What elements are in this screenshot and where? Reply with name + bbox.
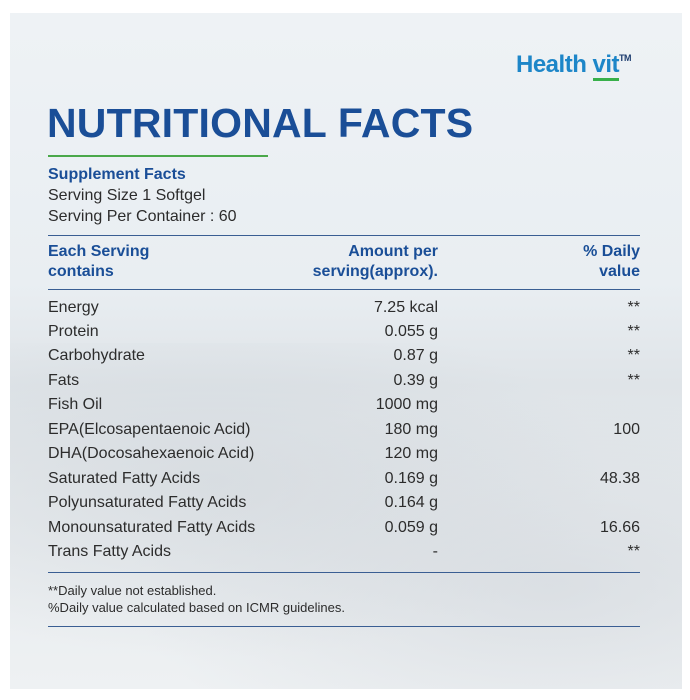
nutrient-dv: 100 xyxy=(613,421,640,438)
nutrient-amount: - xyxy=(432,543,438,560)
serving-size: Serving Size 1 Softgel xyxy=(48,187,206,204)
nutrient-dv: ** xyxy=(627,347,640,364)
nutrient-dv: ** xyxy=(627,299,640,316)
table-row: Saturated Fatty Acids 0.169 g 48.38 xyxy=(48,470,640,494)
nutrient-name: Protein xyxy=(48,323,99,340)
table-row: Polyunsaturated Fatty Acids 0.164 g xyxy=(48,494,640,518)
nutrient-dv: ** xyxy=(627,372,640,389)
nutrient-name: Saturated Fatty Acids xyxy=(48,470,201,487)
nutrient-name: DHA(Docosahexaenoic Acid) xyxy=(48,445,255,462)
nutrient-name: Fats xyxy=(48,372,80,389)
brand-health: Health xyxy=(516,51,587,78)
header-col3-line1: % Daily xyxy=(583,243,640,260)
nutrient-name: Polyunsaturated Fatty Acids xyxy=(48,494,247,511)
nutrient-dv: ** xyxy=(627,543,640,560)
header-col1-line1: Each Serving xyxy=(48,243,150,260)
nutrient-amount: 7.25 kcal xyxy=(373,299,438,316)
nutrient-name: Monounsaturated Fatty Acids xyxy=(48,519,256,536)
header-each-serving: Each Serving contains xyxy=(48,242,149,282)
table-row: Carbohydrate 0.87 g ** xyxy=(48,347,640,371)
nutrient-amount: 0.055 g xyxy=(384,323,438,340)
nutrient-name: Trans Fatty Acids xyxy=(48,543,171,560)
nutrition-panel xyxy=(10,13,682,689)
title-underline xyxy=(48,155,268,157)
servings-per-container: Serving Per Container : 60 xyxy=(48,208,237,225)
supplement-heading: Supplement Facts xyxy=(48,166,186,183)
nutrient-amount: 1000 mg xyxy=(375,396,438,413)
nutrient-name: Fish Oil xyxy=(48,396,103,413)
page-title: NUTRITIONAL FACTS xyxy=(47,100,474,146)
table-row: Energy 7.25 kcal ** xyxy=(48,299,640,323)
table-bottom-rule xyxy=(48,572,640,573)
table-row: DHA(Docosahexaenoic Acid) 120 mg xyxy=(48,445,640,469)
nutrient-dv: ** xyxy=(627,323,640,340)
table-row: Trans Fatty Acids - ** xyxy=(48,543,640,567)
nutrient-amount: 0.059 g xyxy=(384,519,438,536)
nutrient-amount: 120 mg xyxy=(384,445,438,462)
nutrient-amount: 0.169 g xyxy=(384,470,438,487)
header-rule xyxy=(48,289,640,290)
nutrient-name: EPA(Elcosapentaenoic Acid) xyxy=(48,421,251,438)
table-row: Monounsaturated Fatty Acids 0.059 g 16.6… xyxy=(48,519,640,543)
header-col1-line2: contains xyxy=(48,263,114,280)
nutrient-amount: 0.39 g xyxy=(393,372,438,389)
footer-rule xyxy=(48,626,640,627)
table-top-rule xyxy=(48,235,640,236)
brand-logo: Health vitTM xyxy=(516,51,632,81)
header-col3-line2: value xyxy=(599,263,640,280)
nutrient-name: Carbohydrate xyxy=(48,347,145,364)
brand-tm: TM xyxy=(619,53,632,63)
header-daily-value: % Daily value xyxy=(583,242,640,282)
table-row: Fats 0.39 g ** xyxy=(48,372,640,396)
header-amount: Amount per serving(approx). xyxy=(313,242,438,282)
table-row: Fish Oil 1000 mg xyxy=(48,396,640,420)
header-col2-line2: serving(approx). xyxy=(312,263,438,280)
nutrient-name: Energy xyxy=(48,299,99,316)
nutrient-amount: 0.164 g xyxy=(384,494,438,511)
nutrient-dv: 48.38 xyxy=(599,470,640,487)
header-col2-line1: Amount per xyxy=(348,243,438,260)
table-row: Protein 0.055 g ** xyxy=(48,323,640,347)
table-row: EPA(Elcosapentaenoic Acid) 180 mg 100 xyxy=(48,421,640,445)
footnote-2: %Daily value calculated based on ICMR gu… xyxy=(48,600,345,615)
nutrient-dv: 16.66 xyxy=(599,519,640,536)
marble-background xyxy=(10,343,682,689)
nutrient-amount: 0.87 g xyxy=(393,347,438,364)
brand-vit: vit xyxy=(592,51,620,81)
nutrient-amount: 180 mg xyxy=(384,421,438,438)
footnote-1: **Daily value not established. xyxy=(48,583,217,598)
